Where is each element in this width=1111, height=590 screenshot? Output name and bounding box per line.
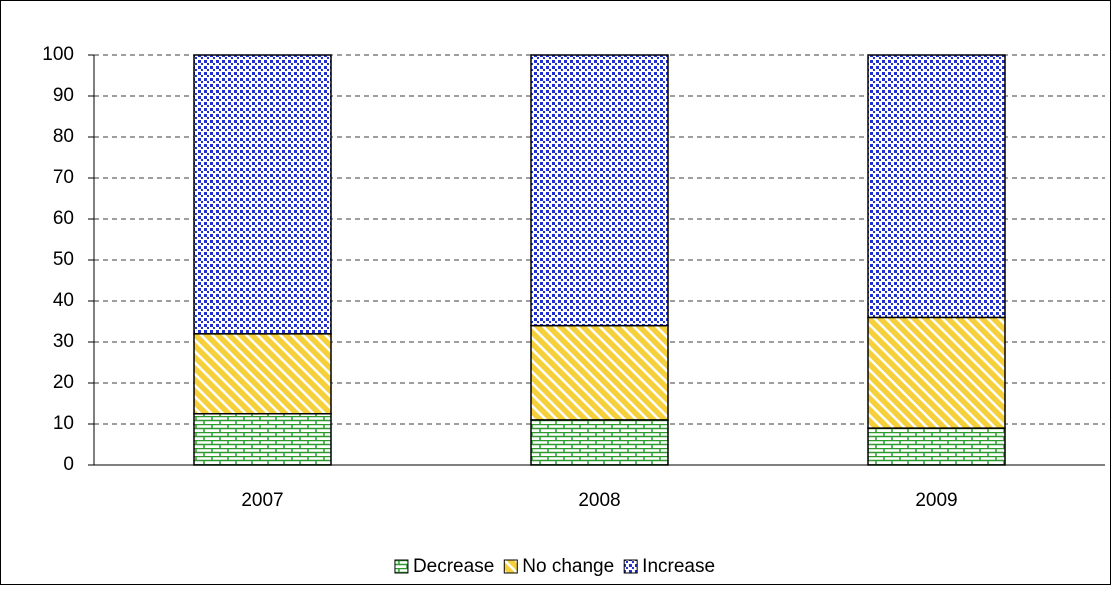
y-tick-label: 10 xyxy=(53,413,74,434)
y-tick-label: 70 xyxy=(53,167,74,188)
legend-label: Decrease xyxy=(413,556,494,577)
y-tick-label: 30 xyxy=(53,331,74,352)
x-tick-label: 2009 xyxy=(915,490,957,511)
y-tick-label: 50 xyxy=(53,249,74,270)
legend-swatch xyxy=(503,559,518,574)
legend: Decrease No change Increase xyxy=(394,556,715,577)
bar-segment xyxy=(867,54,1006,319)
bar-segment xyxy=(193,413,332,466)
bar-segment xyxy=(530,419,669,466)
bar-segment xyxy=(530,54,669,327)
y-tick-label: 80 xyxy=(53,126,74,147)
y-tick-label: 90 xyxy=(53,85,74,106)
bar-segment xyxy=(530,324,669,421)
bar-segment xyxy=(193,54,332,335)
bar-segment xyxy=(193,333,332,415)
bar-segment xyxy=(867,316,1006,429)
y-tick-label: 0 xyxy=(63,454,74,475)
y-tick-label: 40 xyxy=(53,290,74,311)
bar-segment xyxy=(867,427,1006,466)
x-tick-label: 2007 xyxy=(241,490,283,511)
legend-label: No change xyxy=(522,556,614,577)
legend-swatch xyxy=(623,559,638,574)
legend-label: Increase xyxy=(642,556,715,577)
y-tick-label: 60 xyxy=(53,208,74,229)
y-tick-label: 20 xyxy=(53,372,74,393)
legend-swatch xyxy=(394,559,409,574)
y-tick-label: 100 xyxy=(42,44,74,65)
x-tick-label: 2008 xyxy=(578,490,620,511)
